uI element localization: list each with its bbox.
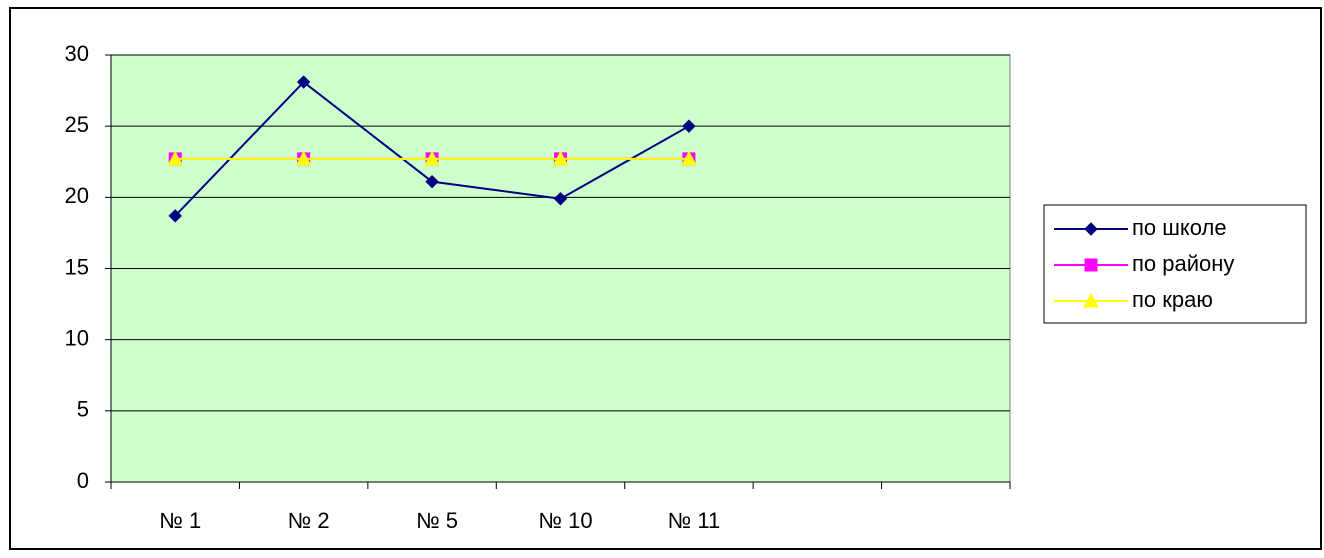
marker: [1084, 258, 1098, 272]
marker: [682, 119, 696, 133]
x-tick-label: № 5: [416, 508, 458, 533]
legend-label: по району: [1132, 251, 1234, 276]
y-tick-label: 0: [77, 468, 89, 493]
y-tick-label: 30: [65, 41, 89, 66]
y-tick-label: 15: [65, 254, 89, 279]
marker: [296, 75, 311, 89]
marker: [1083, 292, 1099, 308]
x-tick-label: № 10: [538, 508, 592, 533]
marker: [552, 150, 569, 166]
marker: [168, 209, 182, 223]
marker: [424, 150, 440, 166]
legend-label: по краю: [1132, 287, 1213, 312]
y-tick-label: 5: [77, 397, 89, 422]
x-tick-label: № 11: [668, 508, 721, 533]
marker: [1084, 222, 1098, 236]
marker: [681, 150, 697, 166]
marker: [295, 150, 312, 166]
legend-label: по школе: [1132, 215, 1227, 240]
y-tick-label: 10: [65, 325, 89, 350]
x-tick-label: № 2: [288, 508, 330, 533]
legend: по школе по району по краю: [1043, 204, 1307, 324]
marker: [553, 192, 568, 206]
y-tick-label: 20: [65, 183, 89, 208]
y-tick-label: 25: [65, 112, 89, 137]
marker: [425, 174, 439, 189]
marker: [167, 150, 184, 166]
x-tick-label: № 1: [159, 508, 201, 533]
